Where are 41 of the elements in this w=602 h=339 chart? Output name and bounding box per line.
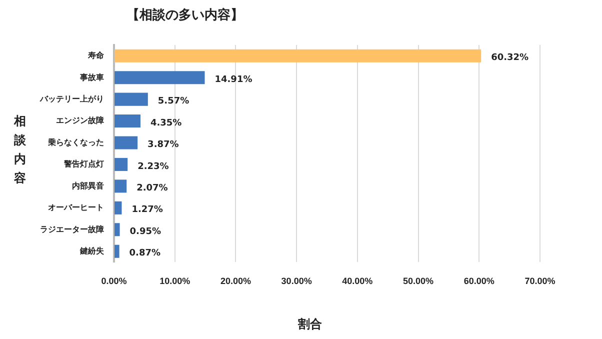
x-tick-label: 40.00% — [342, 276, 373, 286]
y-tick-label: 警告灯点灯 — [63, 160, 104, 169]
y-tick-label: 内部異音 — [72, 180, 104, 190]
data-label: 2.07% — [136, 184, 168, 194]
y-tick-label: 鍵紛失 — [79, 246, 105, 256]
y-tick-label: 寿命 — [87, 51, 105, 60]
bar — [114, 114, 140, 128]
y-tick-label: バッテリー上がり — [39, 94, 104, 104]
y-tick-label: エンジン故障 — [56, 116, 104, 126]
x-tick-label: 30.00% — [281, 276, 312, 286]
x-tick-label: 10.00% — [160, 276, 190, 286]
y-axis-title: 相談内容 — [14, 113, 27, 187]
x-tick-label: 60.00% — [464, 276, 494, 286]
bar — [114, 49, 482, 62]
chart-title: 【相談の多い内容】 — [126, 6, 244, 24]
bar — [114, 136, 138, 150]
bar — [114, 92, 148, 106]
data-label: 14.91% — [214, 74, 252, 85]
bar — [114, 223, 120, 236]
x-tick-label: 70.00% — [524, 276, 556, 286]
data-label: 3.87% — [148, 140, 179, 150]
data-label: 2.23% — [138, 162, 169, 172]
y-tick-label: 事故車 — [79, 72, 104, 82]
y-tick-label: オーバーヒート — [48, 203, 104, 212]
bar — [114, 201, 122, 214]
x-axis-title: 割合 — [297, 316, 323, 333]
data-label: 0.95% — [130, 226, 162, 237]
bar — [114, 158, 128, 171]
bar — [114, 244, 120, 258]
data-label: 60.32% — [491, 53, 529, 64]
data-label: 1.27% — [132, 205, 163, 216]
y-tick-label: 乗らなくなった — [47, 138, 104, 147]
bar — [114, 71, 205, 84]
x-tick-label: 0.00% — [101, 276, 127, 286]
x-tick-label: 20.00% — [220, 276, 251, 286]
data-label: 5.57% — [158, 96, 190, 107]
data-label: 4.35% — [150, 118, 182, 128]
x-tick-label: 50.00% — [403, 276, 434, 286]
bar — [114, 180, 127, 193]
y-tick-label: ラジエーター故障 — [40, 224, 104, 234]
data-label: 0.87% — [129, 248, 161, 259]
